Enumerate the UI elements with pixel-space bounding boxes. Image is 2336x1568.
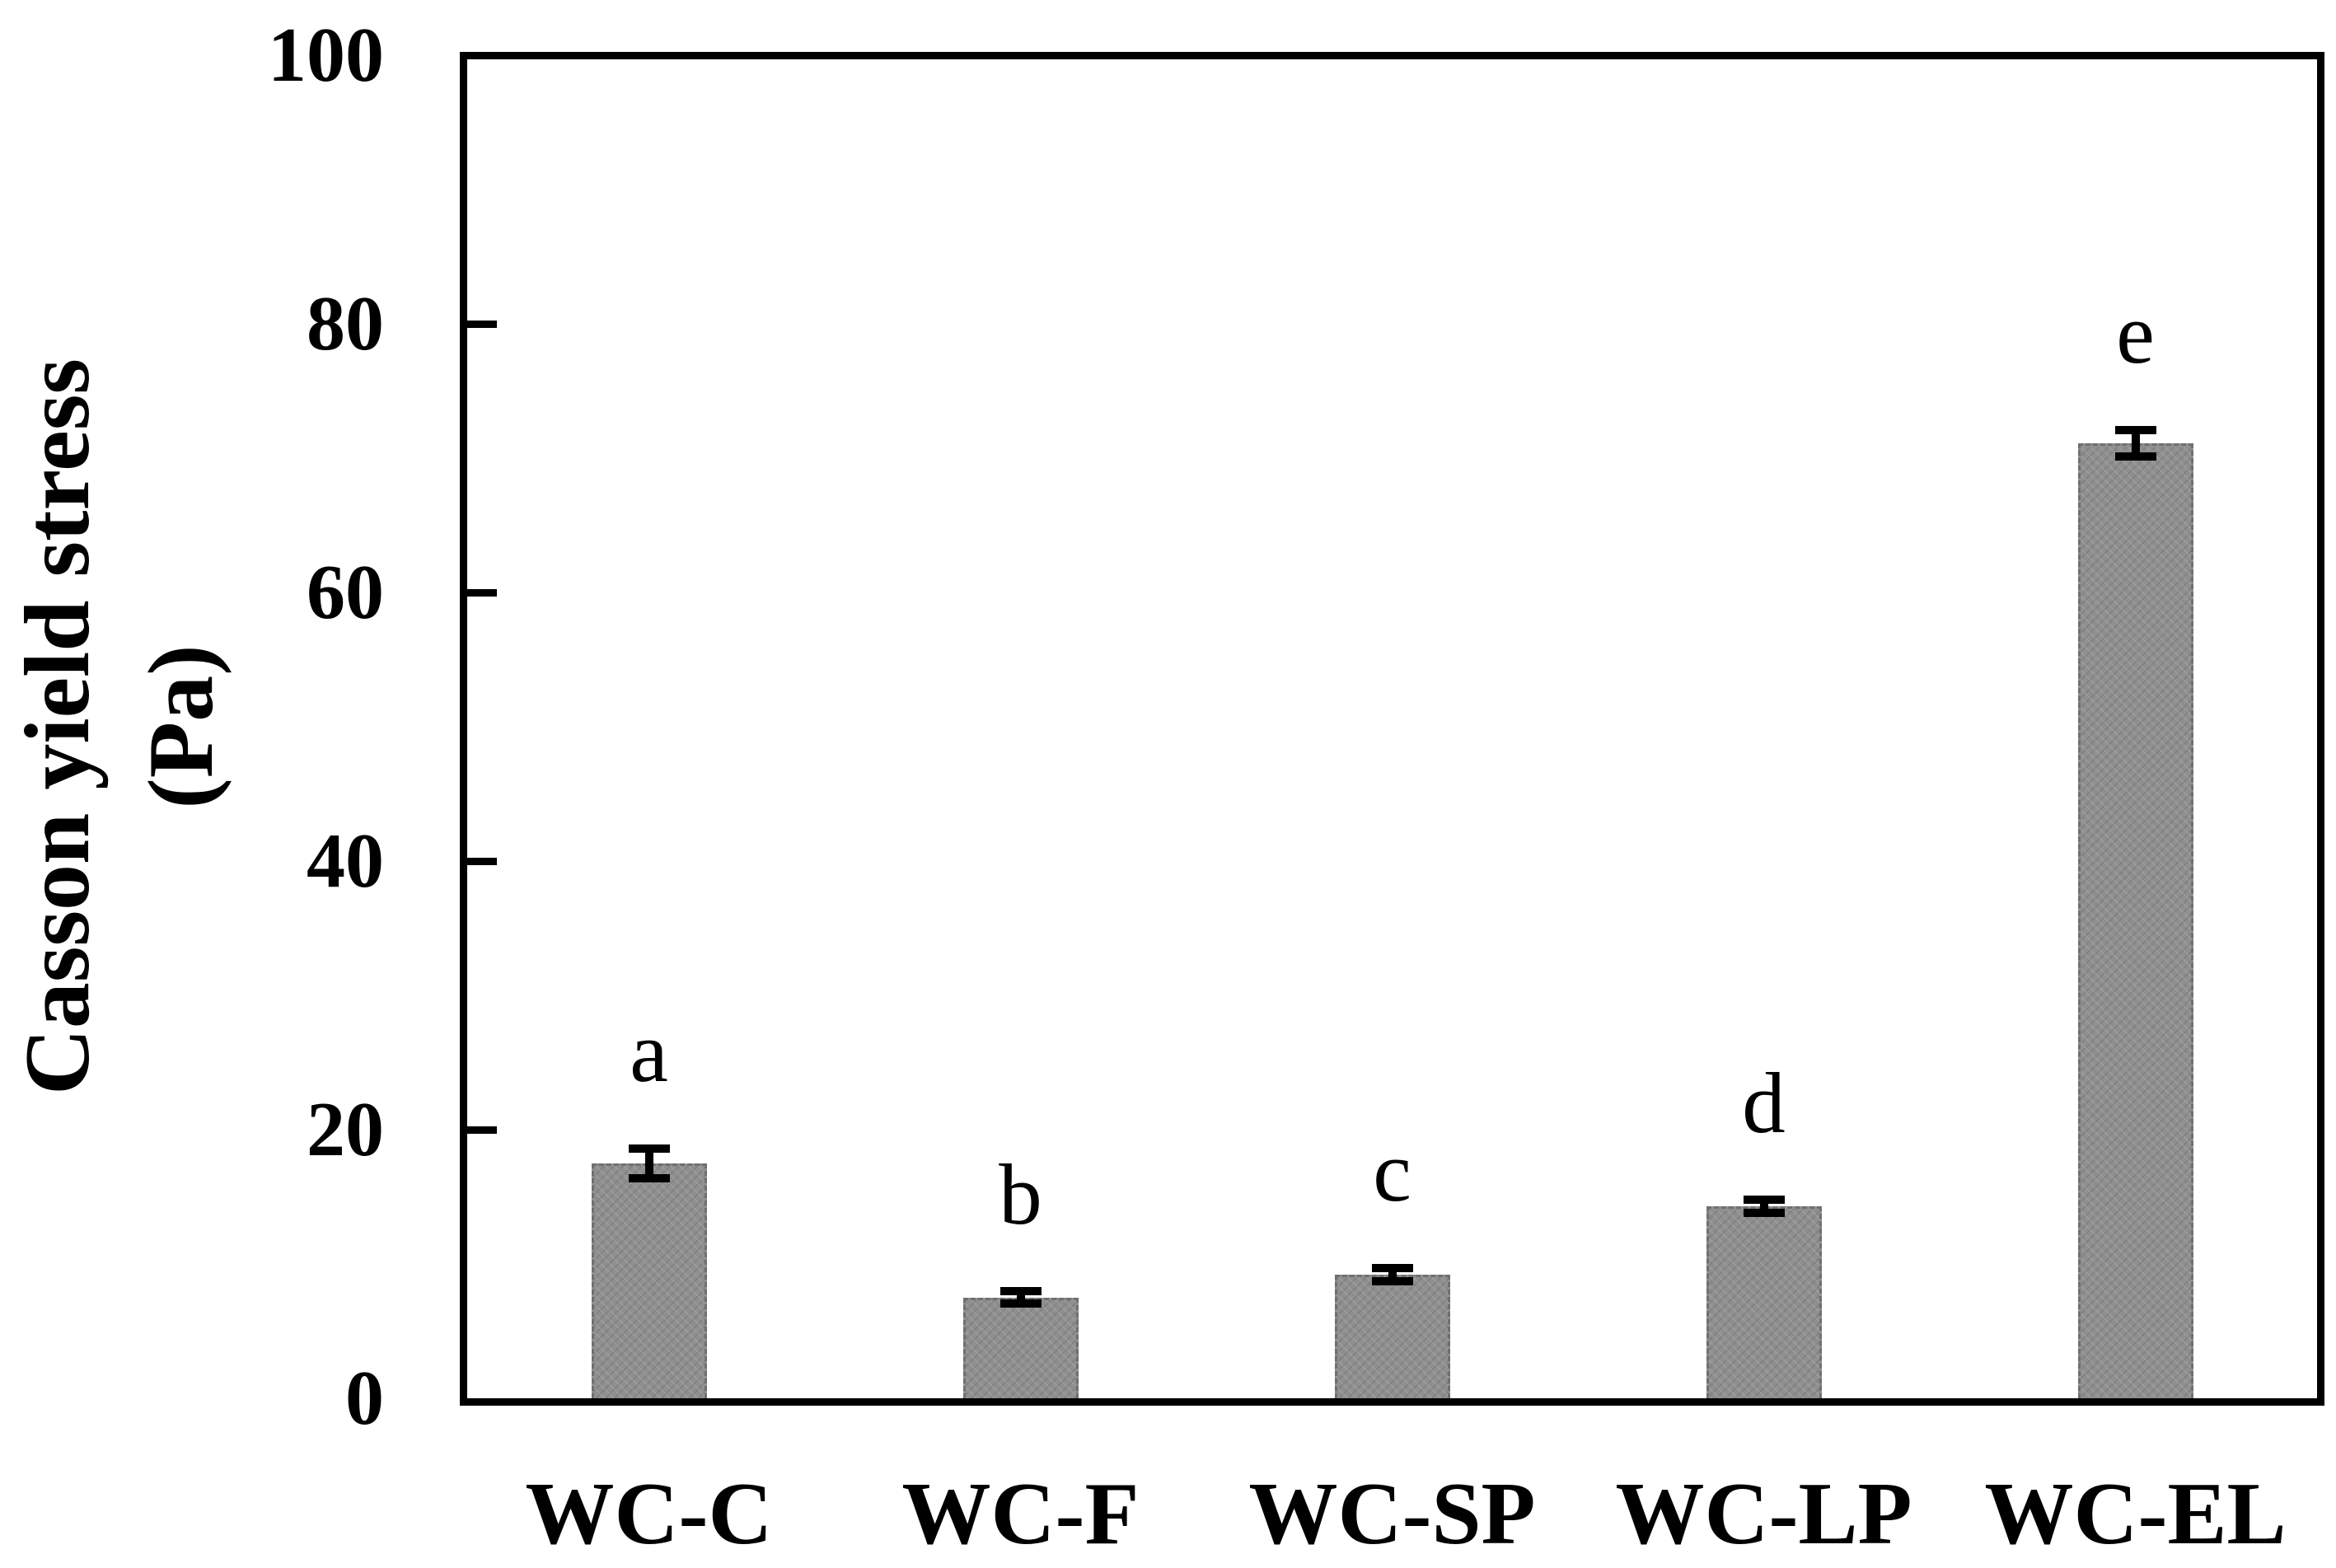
error-bar-cap-bottom [1371, 1277, 1413, 1286]
error-bar-cap-top [1371, 1263, 1413, 1272]
bar [1334, 1275, 1450, 1398]
significance-letter: d [1742, 1054, 1786, 1151]
y-axis-title-line1: Casson yield stress [7, 358, 109, 1096]
error-bar-cap-top [2114, 425, 2156, 434]
bar [2077, 443, 2193, 1398]
y-axis-title: Casson yield stress (Pa) [0, 2, 243, 1452]
error-bar-stem [2131, 429, 2140, 457]
significance-letter: e [2116, 284, 2155, 381]
x-category-label: WC-F [901, 1465, 1140, 1563]
bar [962, 1297, 1079, 1398]
y-tick-label: 40 [307, 818, 384, 904]
error-bar-cap-top [628, 1144, 670, 1153]
bar [591, 1163, 707, 1398]
significance-letter: c [1373, 1122, 1411, 1219]
significance-letter: a [630, 1003, 668, 1100]
y-tick-label: 80 [307, 281, 384, 367]
error-bar-cap-bottom [2114, 452, 2156, 461]
error-bar-stem [1016, 1291, 1025, 1304]
bar [1706, 1205, 1822, 1398]
y-tick-mark [467, 320, 497, 328]
error-bar-cap-bottom [999, 1299, 1042, 1308]
y-tick-label: 60 [307, 550, 384, 635]
y-tick-mark [467, 1126, 497, 1134]
significance-letter: b [999, 1146, 1042, 1243]
error-bar-cap-top [999, 1287, 1042, 1296]
y-tick-label: 20 [307, 1087, 384, 1172]
x-category-label: WC-LP [1615, 1465, 1912, 1563]
y-tick-label: 0 [345, 1355, 384, 1441]
error-bar-cap-bottom [628, 1173, 670, 1182]
x-category-label: WC-SP [1248, 1465, 1536, 1563]
error-bar-cap-bottom [1743, 1209, 1785, 1218]
error-bar-stem [1388, 1267, 1397, 1282]
y-tick-mark [467, 588, 497, 597]
y-tick-mark [467, 857, 497, 865]
error-bar-stem [1759, 1199, 1768, 1214]
x-category-label: WC-EL [1984, 1465, 2287, 1563]
x-category-label: WC-C [525, 1465, 773, 1563]
y-tick-label: 100 [268, 12, 384, 98]
plot-area [460, 52, 2324, 1406]
y-axis-title-line2: (Pa) [130, 644, 232, 809]
error-bar-stem [644, 1148, 653, 1178]
error-bar-cap-top [1743, 1195, 1785, 1204]
